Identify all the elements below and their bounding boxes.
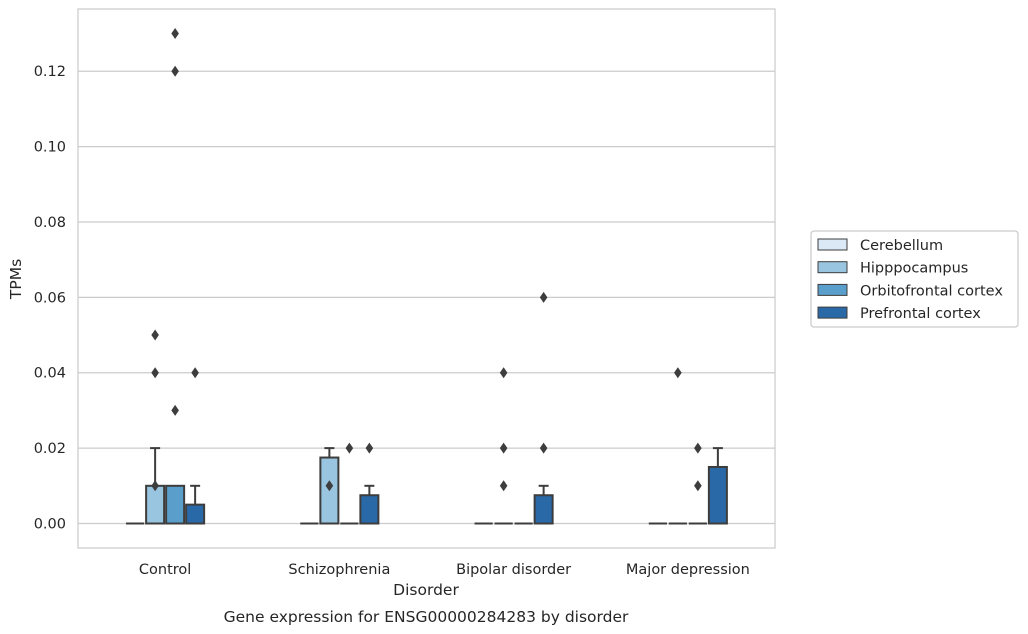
iqr-box bbox=[185, 503, 206, 525]
y-tick-label: 0.06 bbox=[34, 290, 66, 306]
outlier-point bbox=[694, 442, 702, 454]
box-hipppocampus bbox=[494, 367, 513, 525]
iqr-box bbox=[145, 484, 166, 525]
legend-swatch bbox=[817, 306, 848, 319]
legend-label: Prefrontal cortex bbox=[860, 306, 981, 322]
gridlines bbox=[78, 70, 775, 525]
legend-swatch bbox=[817, 238, 848, 251]
x-tick-label: Control bbox=[139, 562, 191, 578]
outlier-point bbox=[151, 329, 159, 341]
box-plot-area bbox=[126, 28, 728, 525]
legend-label: Hipppocampus bbox=[860, 261, 968, 277]
outlier-point bbox=[539, 291, 548, 303]
legend-frame bbox=[810, 230, 1019, 328]
outlier-point bbox=[171, 404, 179, 416]
box-hipppocampus bbox=[145, 329, 166, 525]
outlier-point bbox=[151, 480, 159, 492]
outlier-point bbox=[365, 442, 374, 454]
legend-swatch bbox=[817, 283, 848, 296]
y-tick-label: 0.10 bbox=[34, 140, 66, 156]
outlier-point bbox=[345, 442, 354, 454]
box-orbitofrontal-cortex bbox=[688, 442, 707, 525]
box-prefrontal-cortex bbox=[359, 442, 380, 525]
y-tick-label: 0.08 bbox=[34, 215, 66, 231]
iqr-box bbox=[165, 484, 186, 525]
outlier-point bbox=[171, 65, 179, 77]
y-axis-ticks: 0.00 0.02 0.04 0.06 0.08 0.10 0.12 bbox=[34, 64, 66, 532]
box-orbitofrontal-cortex bbox=[340, 442, 359, 525]
outlier-point bbox=[499, 442, 508, 454]
x-tick-label: Schizophrenia bbox=[288, 562, 390, 578]
x-axis-ticks: Control Schizophrenia Bipolar disorder Majo… bbox=[139, 562, 750, 578]
box-prefrontal-cortex bbox=[533, 291, 554, 525]
chart-caption: Gene expression for ENSG00000284283 by d… bbox=[224, 608, 629, 626]
legend-label: Orbitofrontal cortex bbox=[860, 283, 1003, 299]
outlier-point bbox=[325, 480, 334, 492]
x-axis-label: Disorder bbox=[393, 581, 459, 599]
legend: Cerebellum Hipppocampus Orbitofrontal cort… bbox=[810, 230, 1019, 328]
x-tick-label: Bipolar disorder bbox=[456, 562, 571, 578]
box-orbitofrontal-cortex bbox=[165, 28, 186, 525]
y-tick-label: 0.04 bbox=[34, 366, 66, 382]
iqr-box bbox=[359, 494, 380, 525]
box-prefrontal-cortex bbox=[707, 447, 728, 525]
plot-frame bbox=[77, 8, 776, 549]
y-axis-label: TPMs bbox=[7, 259, 25, 300]
y-tick-label: 0.02 bbox=[34, 441, 66, 457]
y-tick-label: 0.12 bbox=[34, 64, 66, 80]
outlier-point bbox=[499, 480, 508, 492]
iqr-box bbox=[707, 465, 728, 525]
outlier-point bbox=[674, 367, 682, 379]
outlier-point bbox=[694, 480, 702, 492]
outlier-point bbox=[151, 367, 159, 379]
box-hipppocampus bbox=[668, 367, 687, 525]
legend-swatch bbox=[817, 261, 848, 274]
x-tick-label: Major depression bbox=[626, 562, 750, 578]
y-tick-label: 0.00 bbox=[34, 517, 66, 533]
outlier-point bbox=[191, 367, 199, 379]
box-hipppocampus bbox=[319, 447, 340, 525]
box-prefrontal-cortex bbox=[185, 367, 206, 525]
legend-label: Cerebellum bbox=[860, 238, 943, 254]
outlier-point bbox=[171, 28, 179, 39]
iqr-box bbox=[533, 494, 554, 525]
outlier-point bbox=[499, 367, 508, 379]
outlier-point bbox=[539, 442, 548, 454]
